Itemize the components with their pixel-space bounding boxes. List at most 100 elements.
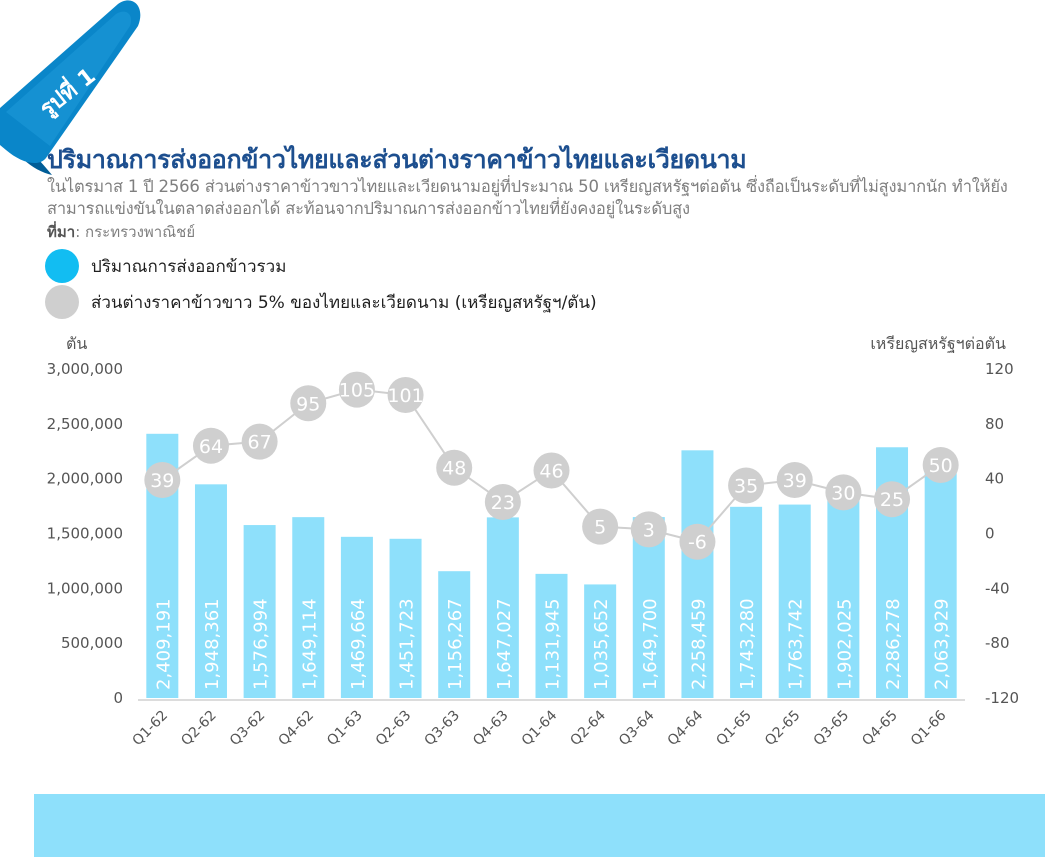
y2-axis-title: เหรียญสหรัฐฯต่อตัน: [870, 334, 1006, 353]
line-marker: [874, 481, 911, 518]
x-tick-label: Q2-62: [178, 708, 220, 750]
line-value-label: 30: [831, 482, 855, 504]
chart-subtitle: ในไตรมาส 1 ปี 2566 ส่วนต่างราคาข้าวขาวไท…: [47, 177, 1008, 218]
y-tick-label: 2,500,000: [47, 415, 123, 433]
legend-item-export-volume: ปริมาณการส่งออกข้าวรวม: [45, 249, 286, 283]
bar-value-label: 2,409,191: [153, 598, 174, 690]
bar-value-label: 1,948,361: [202, 598, 223, 690]
x-tick-label: Q2-65: [762, 708, 804, 750]
bar-value-label: 1,649,700: [640, 598, 661, 690]
line-marker: [241, 423, 278, 460]
x-tick-label: Q3-64: [616, 707, 658, 749]
line-marker: [922, 446, 959, 483]
line-marker: [533, 452, 570, 489]
line-value-label: 50: [929, 455, 953, 477]
x-tick-label: Q4-65: [859, 708, 901, 750]
bar: [681, 450, 714, 698]
bar: [730, 506, 763, 698]
line-value-label: 46: [539, 460, 563, 482]
bar-value-label: 1,743,280: [737, 598, 758, 690]
source-note: ที่มา: กระทรวงพาณิชย์: [47, 220, 195, 244]
line-value-label: 3: [643, 519, 655, 541]
y-tick-label: 0: [113, 689, 123, 707]
line-value-label: 39: [150, 470, 174, 492]
bar-value-label: 1,902,025: [834, 598, 855, 690]
x-tick-label: Q3-65: [811, 708, 853, 750]
y-tick-label: 500,000: [61, 634, 123, 652]
x-tick-label: Q4-64: [665, 707, 707, 749]
line-value-label: 5: [594, 517, 606, 539]
bar: [292, 517, 325, 698]
bar: [924, 471, 957, 698]
bar: [194, 484, 227, 698]
bar: [243, 525, 276, 698]
y-tick-label: 1,500,000: [47, 525, 123, 543]
line-marker: [582, 508, 619, 545]
y2-tick-label: 80: [985, 415, 1004, 433]
x-tick-label: Q3-63: [421, 708, 463, 750]
line-marker: [484, 483, 521, 520]
line-value-label: -6: [688, 532, 707, 554]
y-tick-label: 1,000,000: [47, 579, 123, 597]
y-axis-title: ตัน: [66, 334, 87, 353]
bar: [827, 489, 860, 698]
legend-swatch-line: [45, 285, 79, 319]
bar-value-label: 1,451,723: [397, 598, 418, 690]
y-tick-label: 3,000,000: [47, 360, 123, 378]
bar-value-label: 2,258,459: [688, 598, 709, 690]
x-tick-label: Q1-66: [908, 707, 950, 749]
line-value-label: 95: [296, 393, 320, 415]
line-value-label: 105: [339, 380, 375, 402]
bar-value-label: 1,647,027: [494, 598, 515, 690]
bar: [389, 538, 422, 698]
line-marker: [387, 377, 424, 414]
line-marker: [338, 371, 375, 408]
bar: [486, 517, 519, 698]
legend-swatch-bar: [45, 249, 79, 283]
line-value-label: 64: [199, 436, 223, 458]
y2-tick-label: -120: [985, 689, 1019, 707]
line-value-label: 67: [248, 432, 272, 454]
line-value-label: 25: [880, 489, 904, 511]
x-tick-label: Q4-62: [276, 708, 318, 750]
x-tick-label: Q1-63: [324, 708, 366, 750]
bar: [438, 571, 471, 698]
y2-tick-label: 0: [985, 525, 995, 543]
bar-value-label: 1,576,994: [251, 598, 272, 690]
bar-value-label: 1,156,267: [445, 598, 466, 690]
legend-label-export-volume: ปริมาณการส่งออกข้าวรวม: [91, 256, 287, 277]
y2-tick-label: 40: [985, 470, 1004, 488]
line-marker: [144, 462, 181, 499]
chart-title: ปริมาณการส่งออกข้าวไทยและส่วนต่างราคาข้า…: [47, 145, 747, 174]
line-marker: [776, 462, 813, 499]
line-marker: [679, 523, 716, 560]
line-value-label: 23: [491, 492, 515, 514]
legend-item-price-gap: ส่วนต่างราคาข้าวขาว 5% ของไทยและเวียดนาม…: [45, 285, 597, 319]
bar-value-label: 1,131,945: [543, 598, 564, 690]
bar: [340, 536, 373, 698]
line-marker: [728, 467, 765, 504]
bar: [584, 584, 617, 698]
bar: [535, 573, 568, 698]
line-value-label: 101: [387, 385, 423, 407]
bar-value-label: 1,035,652: [591, 598, 612, 690]
legend-label-price-gap: ส่วนต่างราคาข้าวขาว 5% ของไทยและเวียดนาม…: [91, 292, 597, 313]
bar-value-label: 1,469,664: [348, 598, 369, 690]
line-marker: [290, 385, 327, 422]
line-marker: [436, 449, 473, 486]
footer-band: [34, 794, 1045, 857]
line-value-label: 39: [783, 470, 807, 492]
line-value-label: 35: [734, 476, 758, 498]
x-tick-label: Q1-62: [130, 708, 172, 750]
x-tick-label: Q1-64: [519, 707, 561, 749]
x-tick-label: Q2-64: [567, 707, 609, 749]
x-tick-label: Q1-65: [713, 708, 755, 750]
y2-tick-label: -80: [985, 634, 1010, 652]
figure-badge: รูปที่ 1: [0, 0, 141, 175]
line-value-label: 48: [442, 458, 466, 480]
bar-value-label: 1,649,114: [299, 598, 320, 690]
bar: [778, 504, 811, 698]
source-label: ที่มา: [47, 223, 76, 241]
source-text: : กระทรวงพาณิชย์: [75, 223, 196, 241]
line-marker: [825, 474, 862, 511]
